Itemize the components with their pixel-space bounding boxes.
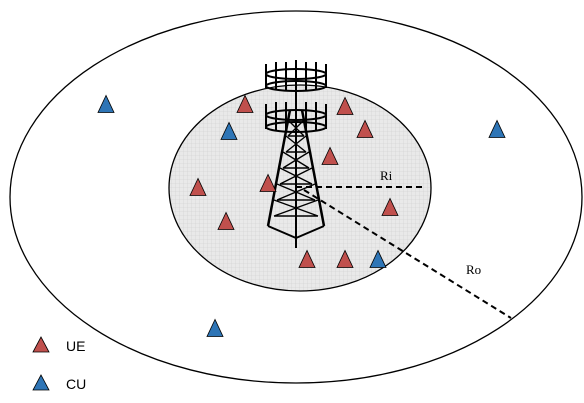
outer-cell-boundary [9, 10, 583, 384]
cu-triangle-icon [97, 94, 115, 113]
ue-triangle-icon [356, 119, 374, 138]
legend-ue-label: UE [66, 338, 85, 354]
cu-triangle-icon [369, 249, 387, 268]
base-station-tower-icon [265, 60, 327, 248]
cu-triangle-icon [220, 121, 238, 140]
legend-cu-label: CU [66, 376, 86, 392]
legend: UE CU [32, 336, 86, 392]
ue-triangle-icon [336, 96, 354, 115]
legend-cu-triangle-icon [32, 374, 50, 391]
cu-markers [97, 94, 506, 337]
ue-markers [189, 94, 399, 268]
ue-triangle-icon [217, 211, 235, 230]
outer-radius-line [303, 189, 512, 319]
cu-triangle-icon [206, 318, 224, 337]
ue-triangle-icon [189, 177, 207, 196]
legend-ue-triangle-icon [32, 336, 50, 353]
ue-triangle-icon [381, 197, 399, 216]
cu-triangle-icon [488, 119, 506, 138]
outer-radius-label: Ro [466, 262, 481, 277]
ue-triangle-icon [236, 94, 254, 113]
ue-triangle-icon [298, 249, 316, 268]
ue-triangle-icon [259, 173, 277, 192]
ue-triangle-icon [321, 146, 339, 165]
ue-triangle-icon [336, 249, 354, 268]
inner-radius-label: Ri [380, 168, 393, 183]
